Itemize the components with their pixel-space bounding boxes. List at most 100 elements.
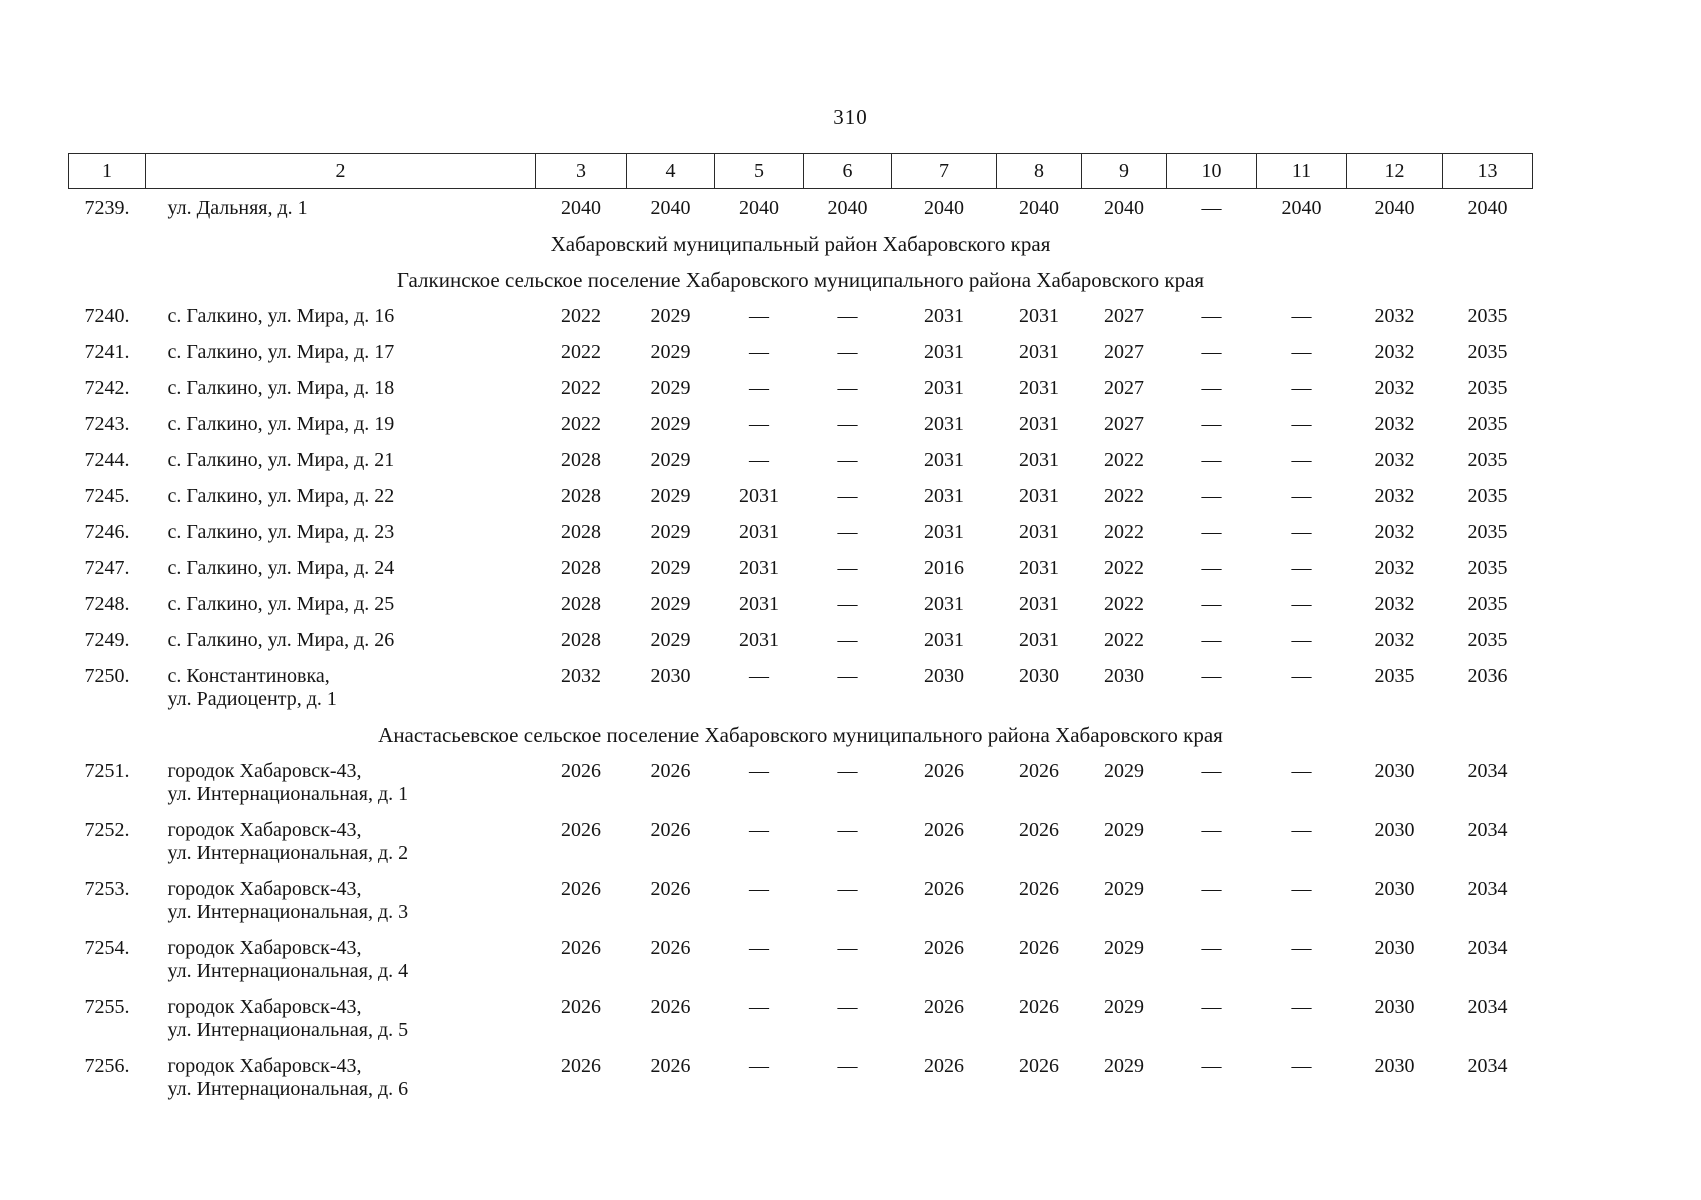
year-cell: 2031: [739, 629, 779, 651]
year-cell: 2031: [924, 449, 964, 471]
year-cell: 2026: [1019, 819, 1059, 841]
column-header: 10: [1166, 153, 1257, 189]
year-cell: 2026: [650, 996, 691, 1018]
address-cell: с. Галкино, ул. Мира, д. 23: [146, 513, 536, 549]
year-cell: 2035: [1467, 485, 1508, 507]
section-heading-row: Хабаровский муниципальный район Хабаровс…: [69, 225, 1533, 261]
year-cell: 2032: [1374, 449, 1415, 471]
table-row: 7243. с. Галкино, ул. Мира, д. 19 2022 2029…: [69, 405, 1533, 441]
address-cell: с. Галкино, ул. Мира, д. 25: [146, 585, 536, 621]
year-cell: 2030: [1374, 819, 1415, 841]
year-cell: 2022: [1104, 449, 1144, 471]
year-cell: 2022: [1104, 521, 1144, 543]
year-cell: 2035: [1467, 377, 1508, 399]
year-cell: —: [1291, 665, 1312, 687]
year-cell: —: [1201, 305, 1222, 327]
year-cell: 2035: [1467, 593, 1508, 615]
year-cell: —: [837, 629, 858, 651]
year-cell: 2040: [739, 197, 779, 219]
row-number: 7250.: [84, 665, 130, 687]
year-cell: 2031: [739, 521, 779, 543]
column-header: 13: [1442, 153, 1533, 189]
year-cell: —: [1291, 937, 1312, 959]
year-cell: 2027: [1104, 305, 1144, 327]
year-cell: 2027: [1104, 413, 1144, 435]
year-cell: 2026: [650, 878, 691, 900]
year-cell: 2031: [739, 485, 779, 507]
year-cell: —: [1201, 449, 1222, 471]
year-cell: 2026: [561, 937, 601, 959]
year-cell: 2022: [1104, 485, 1144, 507]
year-cell: —: [1291, 377, 1312, 399]
address-line: городок Хабаровск-43,: [167, 878, 362, 900]
year-cell: —: [749, 819, 769, 841]
year-cell: 2029: [650, 305, 691, 327]
address-cell: городок Хабаровск-43, ул. Интернациональн…: [146, 1047, 536, 1106]
row-number: 7253.: [84, 878, 130, 900]
row-number: 7249.: [84, 629, 130, 651]
year-cell: 2029: [650, 593, 691, 615]
table-row: 7240. с. Галкино, ул. Мира, д. 16 2022 2029…: [69, 297, 1533, 333]
year-cell: —: [1291, 413, 1312, 435]
column-header: 5: [714, 153, 804, 189]
year-cell: 2031: [1019, 413, 1059, 435]
year-cell: —: [749, 665, 769, 687]
year-cell: 2026: [561, 819, 601, 841]
year-cell: 2035: [1467, 305, 1508, 327]
year-cell: 2030: [1019, 665, 1059, 687]
year-cell: —: [1201, 341, 1222, 363]
year-cell: —: [1201, 760, 1222, 782]
year-cell: —: [837, 449, 858, 471]
address-line: ул. Дальняя, д. 1: [167, 197, 308, 219]
address-cell: ул. Дальняя, д. 1: [146, 189, 536, 226]
address-cell: с. Галкино, ул. Мира, д. 22: [146, 477, 536, 513]
row-number: 7240.: [84, 305, 130, 327]
year-cell: 2029: [1104, 996, 1144, 1018]
year-cell: 2030: [1104, 665, 1144, 687]
column-header: 7: [891, 153, 997, 189]
address-cell: с. Галкино, ул. Мира, д. 21: [146, 441, 536, 477]
year-cell: 2031: [739, 593, 779, 615]
address-line: ул. Интернациональная, д. 5: [167, 1019, 409, 1041]
address-line: ул. Интернациональная, д. 6: [167, 1078, 409, 1100]
year-cell: 2030: [1374, 937, 1415, 959]
year-cell: 2026: [924, 996, 964, 1018]
address-line: с. Галкино, ул. Мира, д. 26: [167, 629, 395, 651]
year-cell: 2035: [1467, 629, 1508, 651]
year-cell: 2026: [1019, 1055, 1059, 1077]
year-cell: 2034: [1467, 996, 1508, 1018]
row-number: 7254.: [84, 937, 130, 959]
year-cell: —: [749, 760, 769, 782]
table-row: 7254. городок Хабаровск-43, ул. Интернацио…: [69, 929, 1533, 988]
address-cell: городок Хабаровск-43, ул. Интернациональн…: [146, 929, 536, 988]
year-cell: 2034: [1467, 1055, 1508, 1077]
year-cell: 2022: [1104, 557, 1144, 579]
year-cell: 2030: [1374, 760, 1415, 782]
year-cell: 2026: [1019, 996, 1059, 1018]
year-cell: —: [837, 996, 858, 1018]
address-line: городок Хабаровск-43,: [167, 1055, 362, 1077]
column-header: 11: [1256, 153, 1347, 189]
year-cell: 2030: [1374, 996, 1415, 1018]
year-cell: 2031: [1019, 305, 1059, 327]
year-cell: 2029: [650, 629, 691, 651]
year-cell: —: [1291, 305, 1312, 327]
year-cell: 2031: [1019, 485, 1059, 507]
table-row: 7250. с. Константиновка, ул. Радиоцентр, д…: [69, 657, 1533, 716]
year-cell: —: [749, 449, 769, 471]
year-cell: 2022: [1104, 629, 1144, 651]
year-cell: 2031: [1019, 377, 1059, 399]
year-cell: 2032: [1374, 521, 1415, 543]
year-cell: 2026: [924, 819, 964, 841]
year-cell: —: [749, 413, 769, 435]
address-cell: с. Галкино, ул. Мира, д. 26: [146, 621, 536, 657]
year-cell: —: [837, 878, 858, 900]
year-cell: 2040: [1104, 197, 1144, 219]
year-cell: 2031: [924, 305, 964, 327]
year-cell: 2029: [650, 485, 691, 507]
year-cell: 2022: [561, 305, 601, 327]
year-cell: 2032: [1374, 485, 1415, 507]
year-cell: 2032: [1374, 557, 1415, 579]
table-body: 7239. ул. Дальняя, д. 1 2040 2040 2040 2040 20…: [69, 189, 1533, 1107]
year-cell: 2034: [1467, 819, 1508, 841]
